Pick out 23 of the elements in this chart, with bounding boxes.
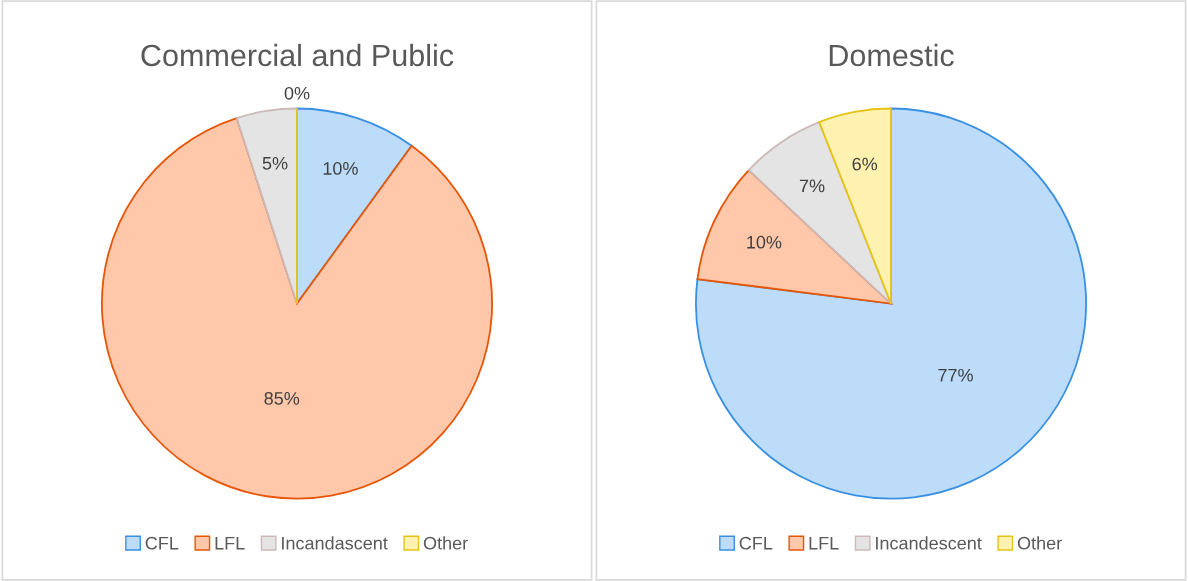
legend-label: CFL xyxy=(145,536,179,550)
legend-label: Other xyxy=(423,536,468,550)
data-label: 77% xyxy=(938,368,973,382)
chart-title: Domestic xyxy=(829,43,954,67)
legend-label: LFL xyxy=(215,536,245,550)
pie-slice xyxy=(695,107,1087,500)
text: 0% xyxy=(284,86,310,100)
pie-slice xyxy=(747,121,892,305)
legend-label: LFL xyxy=(809,536,839,550)
data-label: 10% xyxy=(323,162,358,175)
legend-label: Incandescent xyxy=(876,536,982,550)
legend-label: Incandascent xyxy=(282,536,388,550)
data-label: 6% xyxy=(852,157,878,171)
data-label: 10% xyxy=(747,235,782,249)
chart-title: Commercial and Public xyxy=(141,43,454,67)
pie-slice xyxy=(696,169,892,305)
data-label: 85% xyxy=(264,391,300,405)
legend-label: CFL xyxy=(739,536,773,550)
data-label: 5% xyxy=(262,156,288,170)
legend-label: Other xyxy=(1017,536,1062,550)
data-label: 7% xyxy=(799,179,825,193)
pie-slice xyxy=(101,117,493,500)
pie-slice xyxy=(235,107,298,305)
